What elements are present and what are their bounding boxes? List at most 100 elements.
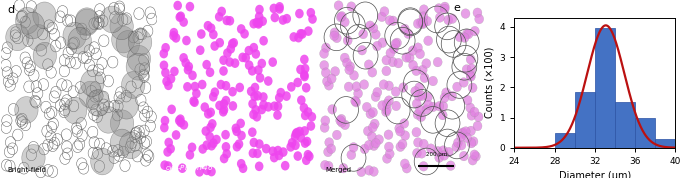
- Circle shape: [419, 19, 428, 29]
- Circle shape: [417, 18, 425, 27]
- Circle shape: [324, 161, 333, 171]
- Circle shape: [471, 26, 479, 36]
- Circle shape: [382, 154, 391, 163]
- Circle shape: [423, 100, 432, 110]
- Circle shape: [270, 101, 278, 111]
- Circle shape: [167, 74, 175, 83]
- Circle shape: [435, 153, 444, 163]
- Circle shape: [447, 91, 456, 101]
- Circle shape: [127, 45, 150, 72]
- Circle shape: [382, 107, 391, 117]
- Circle shape: [220, 99, 228, 109]
- Circle shape: [321, 43, 330, 53]
- Circle shape: [248, 148, 257, 158]
- Circle shape: [176, 114, 185, 124]
- Circle shape: [296, 65, 305, 74]
- Circle shape: [429, 76, 438, 86]
- Circle shape: [324, 80, 333, 90]
- Circle shape: [365, 166, 373, 175]
- Circle shape: [207, 141, 216, 151]
- Circle shape: [255, 5, 264, 14]
- Circle shape: [221, 130, 230, 140]
- Circle shape: [415, 105, 424, 115]
- Circle shape: [251, 83, 259, 92]
- Circle shape: [433, 146, 443, 156]
- Circle shape: [412, 148, 421, 158]
- Circle shape: [222, 16, 231, 25]
- Circle shape: [358, 45, 367, 55]
- Circle shape: [453, 82, 462, 92]
- Circle shape: [457, 140, 466, 150]
- Circle shape: [440, 2, 449, 12]
- Circle shape: [305, 151, 314, 161]
- Circle shape: [300, 72, 309, 81]
- Circle shape: [233, 127, 241, 136]
- Circle shape: [422, 59, 431, 68]
- Circle shape: [391, 87, 400, 96]
- Circle shape: [354, 89, 363, 98]
- Circle shape: [300, 126, 309, 136]
- Circle shape: [245, 60, 254, 70]
- Circle shape: [301, 64, 309, 74]
- Circle shape: [363, 126, 372, 136]
- Circle shape: [33, 2, 56, 29]
- Circle shape: [259, 92, 267, 102]
- Circle shape: [101, 6, 124, 33]
- Circle shape: [464, 29, 473, 39]
- Circle shape: [129, 29, 152, 56]
- Circle shape: [419, 161, 428, 171]
- Circle shape: [195, 167, 204, 177]
- Circle shape: [389, 57, 397, 67]
- Circle shape: [268, 57, 277, 67]
- Circle shape: [176, 12, 184, 22]
- Circle shape: [200, 102, 209, 112]
- Circle shape: [161, 43, 170, 53]
- Circle shape: [369, 23, 378, 33]
- Circle shape: [253, 149, 262, 158]
- Circle shape: [440, 93, 449, 103]
- Circle shape: [119, 132, 142, 159]
- Circle shape: [389, 44, 398, 54]
- Circle shape: [444, 15, 453, 25]
- Circle shape: [319, 49, 328, 58]
- Circle shape: [228, 101, 237, 111]
- Circle shape: [371, 138, 380, 148]
- Circle shape: [395, 127, 404, 136]
- Circle shape: [258, 105, 266, 114]
- Circle shape: [350, 70, 358, 80]
- Circle shape: [248, 99, 257, 109]
- Circle shape: [259, 16, 267, 26]
- Circle shape: [438, 101, 448, 111]
- Circle shape: [249, 110, 258, 119]
- Circle shape: [470, 107, 479, 117]
- Circle shape: [196, 45, 205, 55]
- Circle shape: [399, 83, 408, 92]
- Circle shape: [385, 16, 394, 25]
- Circle shape: [198, 144, 207, 154]
- Circle shape: [110, 129, 133, 156]
- Circle shape: [408, 46, 417, 55]
- Circle shape: [297, 133, 305, 143]
- Circle shape: [402, 53, 411, 62]
- Circle shape: [385, 149, 394, 159]
- Circle shape: [164, 138, 173, 147]
- Circle shape: [384, 81, 393, 91]
- Circle shape: [33, 42, 57, 69]
- Circle shape: [321, 68, 330, 77]
- Circle shape: [404, 29, 413, 39]
- Circle shape: [252, 18, 261, 27]
- Circle shape: [466, 126, 475, 136]
- Circle shape: [225, 57, 234, 67]
- Circle shape: [384, 96, 393, 105]
- Circle shape: [291, 132, 300, 141]
- Circle shape: [205, 132, 214, 142]
- Circle shape: [366, 21, 375, 30]
- Text: Merged: Merged: [326, 167, 352, 173]
- Circle shape: [462, 65, 471, 74]
- Circle shape: [202, 60, 211, 69]
- Circle shape: [241, 53, 250, 63]
- Circle shape: [287, 142, 295, 152]
- Circle shape: [187, 143, 196, 152]
- Circle shape: [455, 32, 464, 42]
- Circle shape: [420, 73, 429, 83]
